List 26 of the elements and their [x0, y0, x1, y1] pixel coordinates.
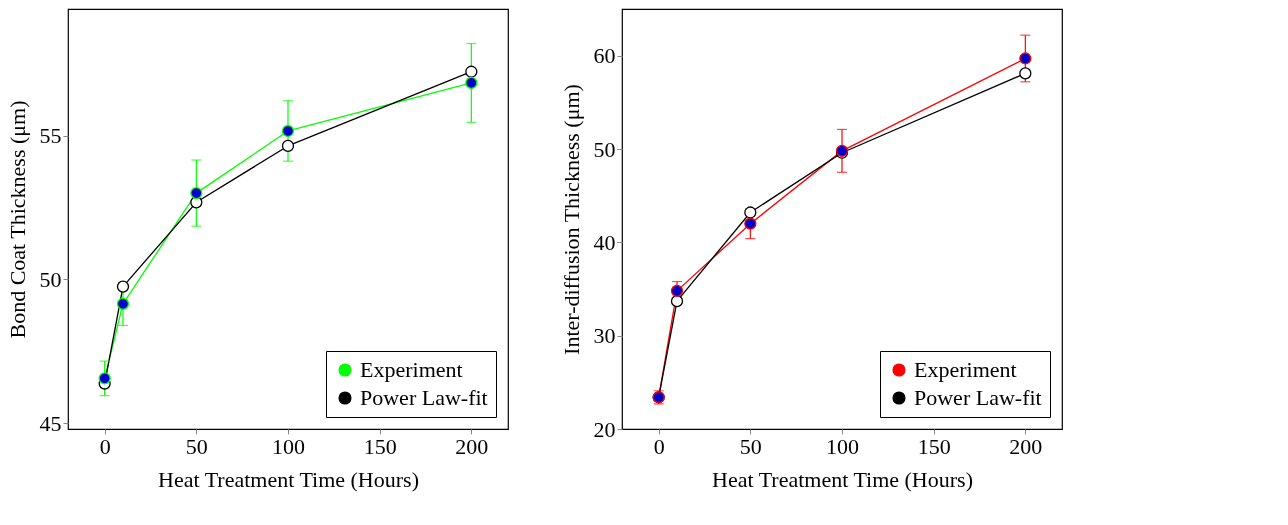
- x-tick-label: 150: [917, 433, 951, 459]
- y-tick-label: 60: [593, 43, 616, 69]
- legend-label: Power Law-fit: [914, 385, 1042, 410]
- x-tick-label: 200: [1009, 433, 1043, 459]
- y-tick-label: 45: [39, 410, 62, 436]
- y-tick-label: 30: [593, 323, 616, 349]
- y-tick-label: 50: [39, 266, 62, 292]
- y-tick-label: 20: [593, 416, 616, 442]
- x-tick-label: 200: [455, 433, 489, 459]
- x-axis-title: Heat Treatment Time (Hours): [158, 466, 419, 492]
- y-tick-label: 55: [39, 123, 62, 149]
- x-tick-label: 100: [826, 433, 859, 459]
- legend-label: Experiment: [360, 357, 463, 382]
- legend-label: Power Law-fit: [360, 385, 488, 410]
- x-tick-label: 100: [272, 433, 305, 459]
- x-tick-label: 0: [99, 433, 111, 459]
- x-tick-label: 150: [363, 433, 397, 459]
- y-axis-title: Bond Coat Thickness (μm): [4, 100, 30, 339]
- x-tick-label: 0: [653, 433, 665, 459]
- y-tick-label: 40: [593, 229, 616, 255]
- y-tick-label: 50: [593, 136, 616, 162]
- x-tick-label: 50: [739, 433, 762, 459]
- legend-label: Experiment: [914, 357, 1017, 382]
- y-axis-title: Inter-diffusion Thickness (μm): [558, 84, 584, 355]
- x-axis-title: Heat Treatment Time (Hours): [712, 466, 973, 492]
- x-tick-label: 50: [185, 433, 208, 459]
